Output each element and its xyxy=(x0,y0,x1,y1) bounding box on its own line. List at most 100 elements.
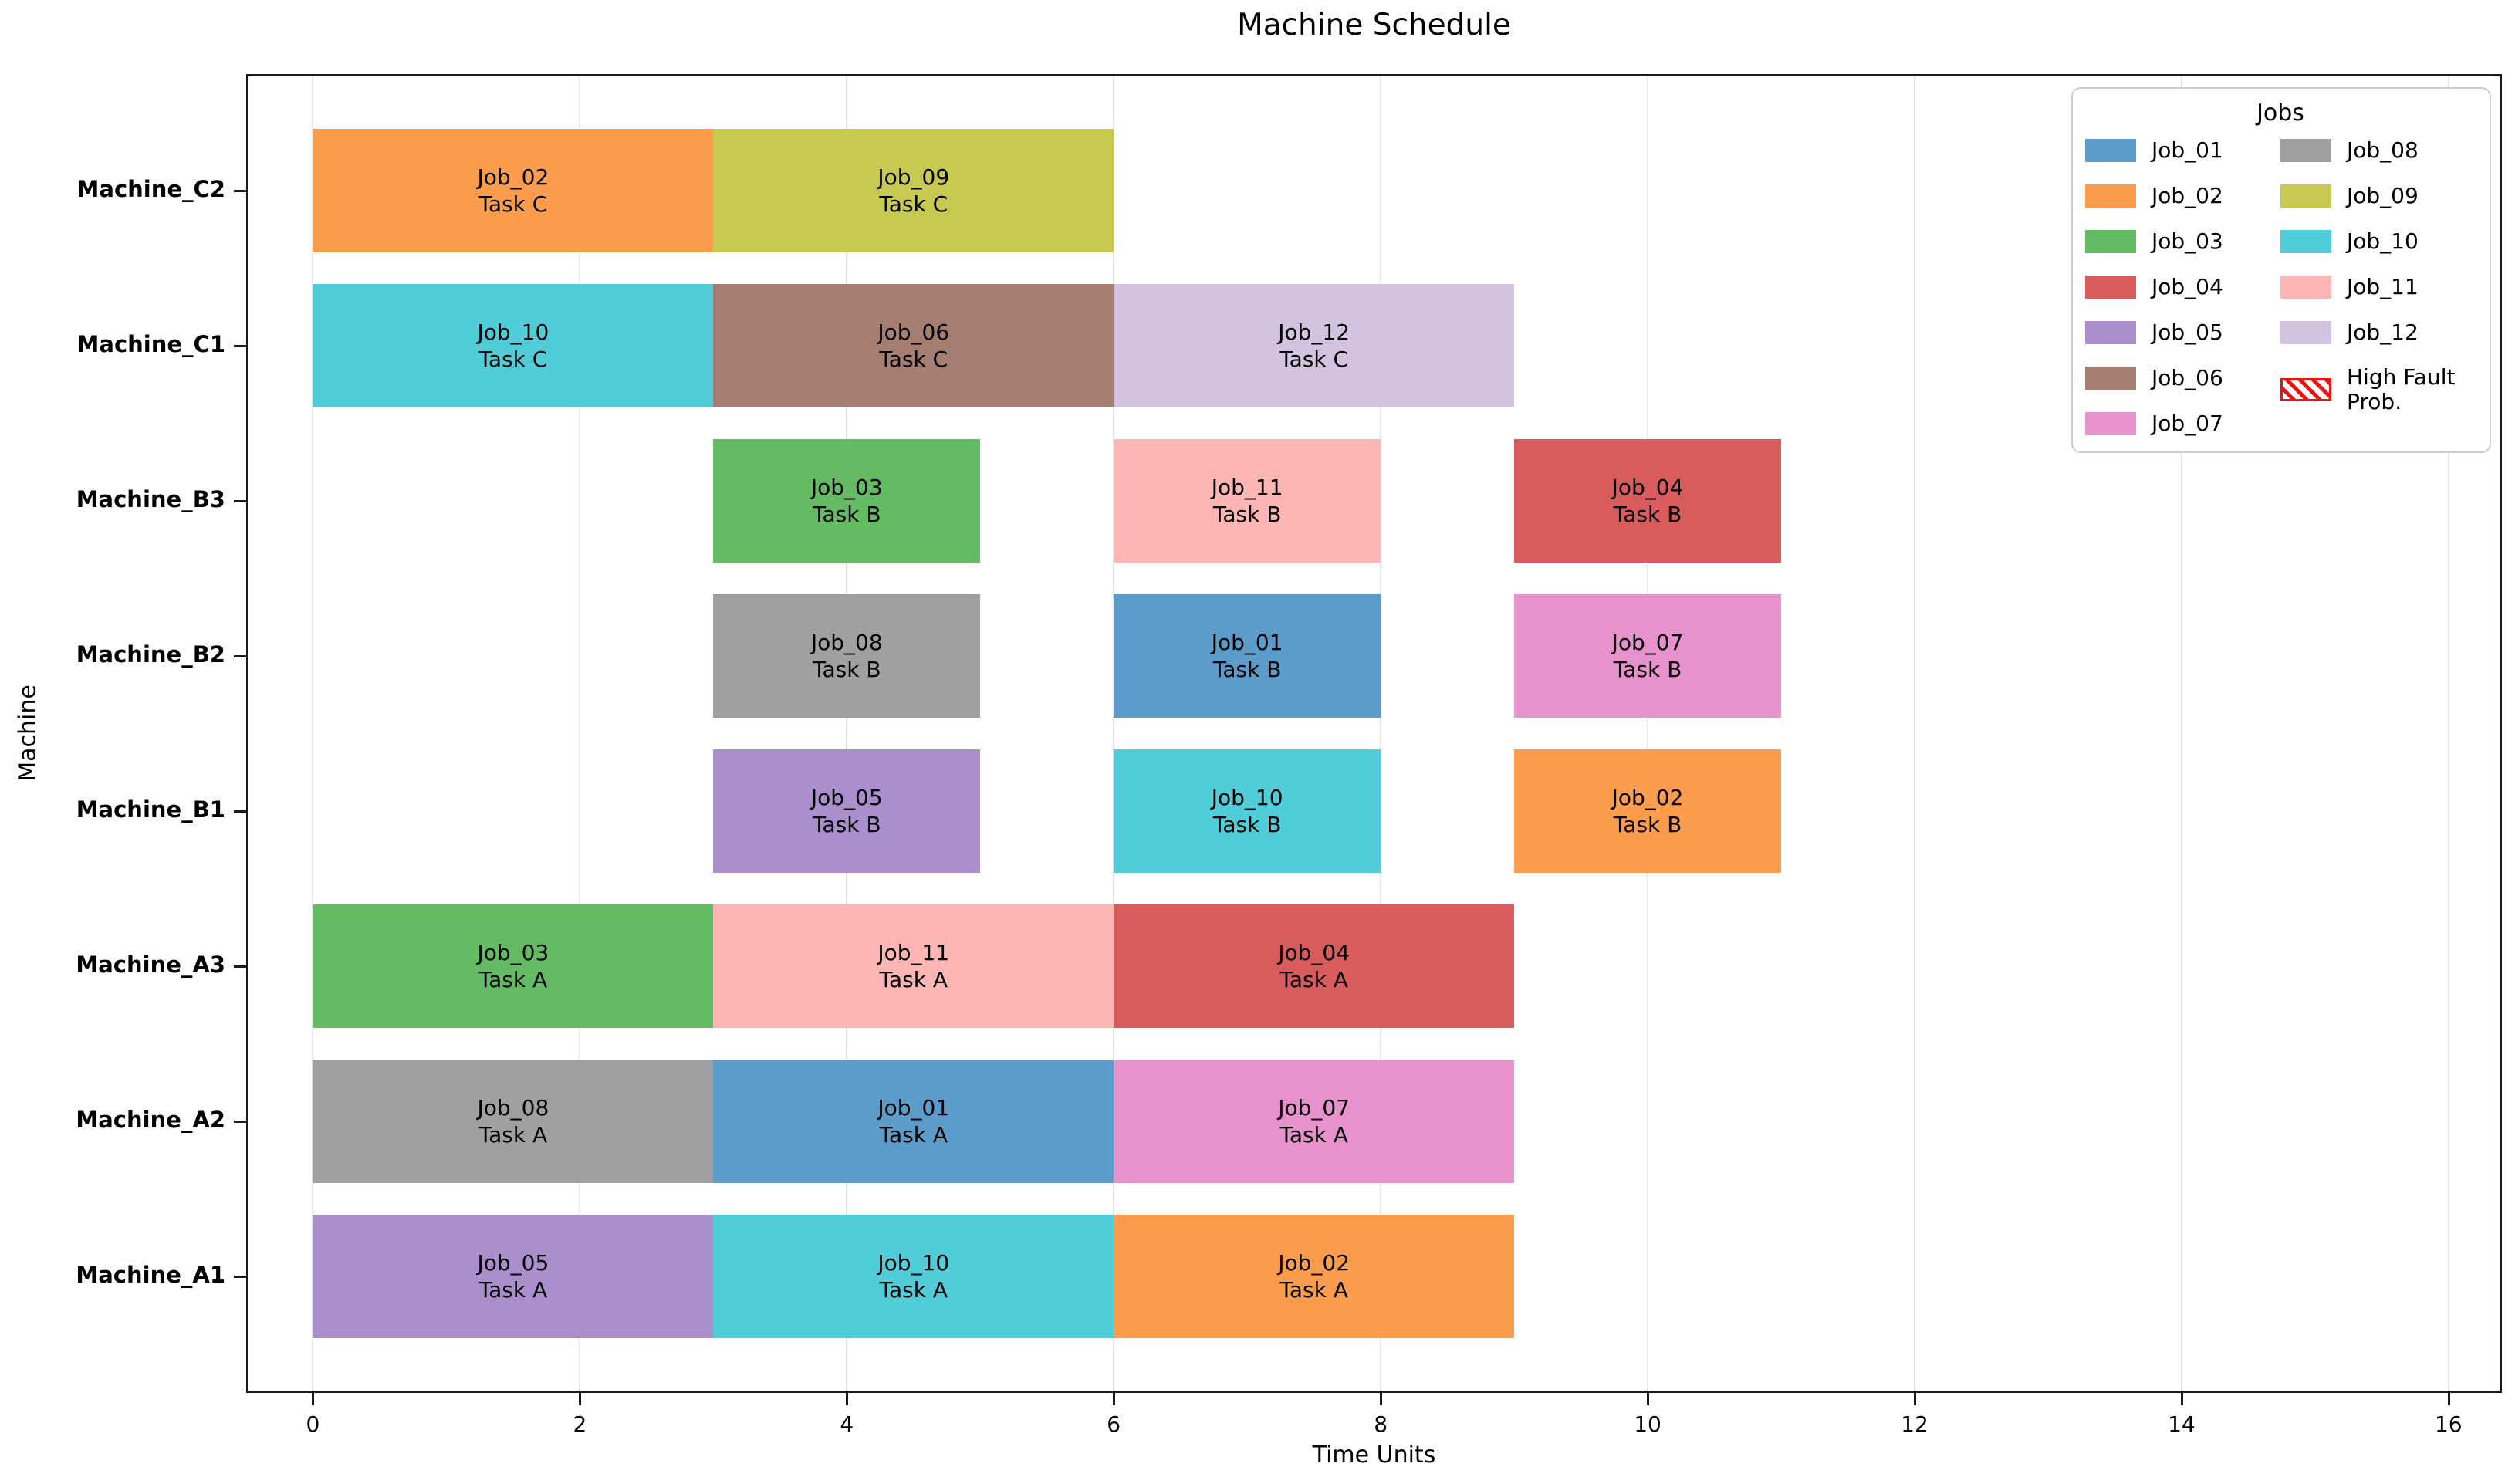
gantt-bar: Job_07 Task A xyxy=(1114,1060,1515,1184)
bar-job-label: Job_03 xyxy=(810,474,883,500)
legend-item: Job_12 xyxy=(2280,319,2476,345)
high-fault-label: High Fault Prob. xyxy=(2347,364,2456,415)
gantt-bar: Job_06 Task C xyxy=(713,283,1114,407)
y-tick-mark xyxy=(234,654,246,657)
legend-column-2: Job_08 Job_09 Job_10 Job_11 Job_12 High Fault… xyxy=(2280,137,2476,436)
bar-job-label: Job_07 xyxy=(1611,629,1684,655)
gantt-bar: Job_02 Task A xyxy=(1114,1215,1515,1339)
bar-job-label: Job_10 xyxy=(1211,785,1283,811)
legend-label: Job_08 xyxy=(2347,137,2419,163)
y-axis-label: Machine xyxy=(14,685,42,782)
y-tick-mark xyxy=(234,344,246,347)
high-fault-hatch-swatch xyxy=(2280,378,2331,402)
y-tick-label-machine: Machine_A2 xyxy=(76,1107,225,1134)
legend-color-swatch xyxy=(2085,275,2136,299)
gantt-bar: Job_10 Task B xyxy=(1114,749,1381,874)
legend: Jobs Job_01 Job_02 Job_03 Job_04 Job_05 Job_0… xyxy=(2071,87,2491,453)
legend-label: Job_02 xyxy=(2152,183,2223,208)
legend-color-swatch xyxy=(2085,411,2136,435)
legend-color-swatch xyxy=(2085,138,2136,162)
legend-item: Job_06 xyxy=(2085,365,2280,390)
x-gridline xyxy=(1380,74,1382,1393)
bar-job-label: Job_01 xyxy=(1211,629,1283,655)
legend-item: Job_04 xyxy=(2085,274,2280,299)
x-tick-label: 16 xyxy=(2434,1411,2463,1437)
bar-task-label: Task C xyxy=(879,191,948,217)
bar-task-label: Task B xyxy=(1212,656,1282,682)
bar-task-label: Task A xyxy=(1279,1277,1348,1303)
bar-task-label: Task C xyxy=(478,346,548,372)
gantt-bar: Job_07 Task B xyxy=(1514,593,1781,718)
gantt-bar: Job_12 Task C xyxy=(1114,283,1515,407)
x-axis-label: Time Units xyxy=(1312,1442,1436,1469)
legend-item: Job_10 xyxy=(2280,228,2476,254)
x-tick-mark xyxy=(1913,1393,1916,1405)
legend-label: Job_09 xyxy=(2347,183,2419,208)
x-gridline xyxy=(2180,74,2182,1393)
bar-job-label: Job_07 xyxy=(1278,1095,1350,1121)
bar-job-label: Job_04 xyxy=(1278,940,1350,966)
bar-job-label: Job_04 xyxy=(1611,474,1684,500)
legend-color-swatch xyxy=(2280,320,2331,344)
x-tick-mark xyxy=(579,1393,582,1405)
legend-color-swatch xyxy=(2280,229,2331,253)
bar-job-label: Job_03 xyxy=(477,940,549,966)
y-tick-mark xyxy=(234,810,246,813)
gantt-bar: Job_09 Task C xyxy=(713,128,1114,252)
y-tick-label-machine: Machine_B3 xyxy=(76,485,225,512)
legend-label: Job_03 xyxy=(2152,228,2223,254)
x-gridline xyxy=(1913,74,1915,1393)
bar-job-label: Job_10 xyxy=(877,1250,950,1276)
gantt-bar: Job_02 Task C xyxy=(313,128,714,252)
gantt-bar: Job_10 Task A xyxy=(713,1215,1114,1339)
gantt-bar: Job_05 Task B xyxy=(713,749,981,874)
chart-title: Machine Schedule xyxy=(1237,8,1511,42)
x-gridline xyxy=(312,74,314,1393)
y-tick-label-machine: Machine_A1 xyxy=(76,1262,225,1289)
x-gridline xyxy=(1647,74,1649,1393)
legend-column-1: Job_01 Job_02 Job_03 Job_04 Job_05 Job_06 Job_… xyxy=(2085,137,2280,436)
legend-item: Job_11 xyxy=(2280,274,2476,299)
x-tick-label: 2 xyxy=(573,1411,587,1437)
legend-label: Job_12 xyxy=(2347,319,2419,345)
gantt-bar: Job_05 Task A xyxy=(313,1215,714,1339)
y-tick-label-machine: Machine_A3 xyxy=(76,952,225,979)
bar-job-label: Job_11 xyxy=(1211,474,1283,500)
bar-task-label: Task C xyxy=(879,346,948,372)
legend-color-swatch xyxy=(2280,138,2331,162)
bar-job-label: Job_11 xyxy=(877,940,950,966)
bar-task-label: Task B xyxy=(813,501,881,527)
bar-task-label: Task A xyxy=(879,1122,948,1148)
legend-item: Job_07 xyxy=(2085,411,2280,436)
legend-item: Job_02 xyxy=(2085,183,2280,208)
legend-label: Job_06 xyxy=(2152,365,2223,390)
bar-task-label: Task B xyxy=(1613,656,1682,682)
legend-item: Job_09 xyxy=(2280,183,2476,208)
bar-job-label: Job_09 xyxy=(877,164,950,190)
legend-item: Job_05 xyxy=(2085,319,2280,345)
gantt-bar: Job_03 Task A xyxy=(313,904,714,1029)
legend-item: Job_08 xyxy=(2280,137,2476,163)
legend-label: Job_05 xyxy=(2152,319,2223,345)
gantt-bar: Job_11 Task B xyxy=(1114,438,1381,563)
x-tick-mark xyxy=(1113,1393,1116,1405)
bar-task-label: Task A xyxy=(879,967,948,993)
gantt-bar: Job_08 Task A xyxy=(313,1060,714,1184)
y-tick-label-machine: Machine_B1 xyxy=(76,796,225,823)
legend-columns: Job_01 Job_02 Job_03 Job_04 Job_05 Job_06 Job_… xyxy=(2085,137,2476,436)
x-tick-label: 8 xyxy=(1374,1411,1388,1437)
legend-label: Job_10 xyxy=(2347,228,2419,254)
legend-label: Job_11 xyxy=(2347,274,2419,299)
bar-task-label: Task B xyxy=(1613,812,1682,838)
x-tick-mark xyxy=(846,1393,849,1405)
x-gridline xyxy=(846,74,848,1393)
bar-task-label: Task A xyxy=(478,967,548,993)
legend-color-swatch xyxy=(2280,184,2331,208)
x-tick-mark xyxy=(312,1393,315,1405)
bar-job-label: Job_10 xyxy=(477,319,549,345)
bar-task-label: Task B xyxy=(813,812,881,838)
x-gridline xyxy=(2447,74,2449,1393)
bar-task-label: Task C xyxy=(1279,346,1349,372)
legend-label: Job_01 xyxy=(2152,137,2223,163)
legend-item-high-fault: High Fault Prob. xyxy=(2280,364,2476,415)
